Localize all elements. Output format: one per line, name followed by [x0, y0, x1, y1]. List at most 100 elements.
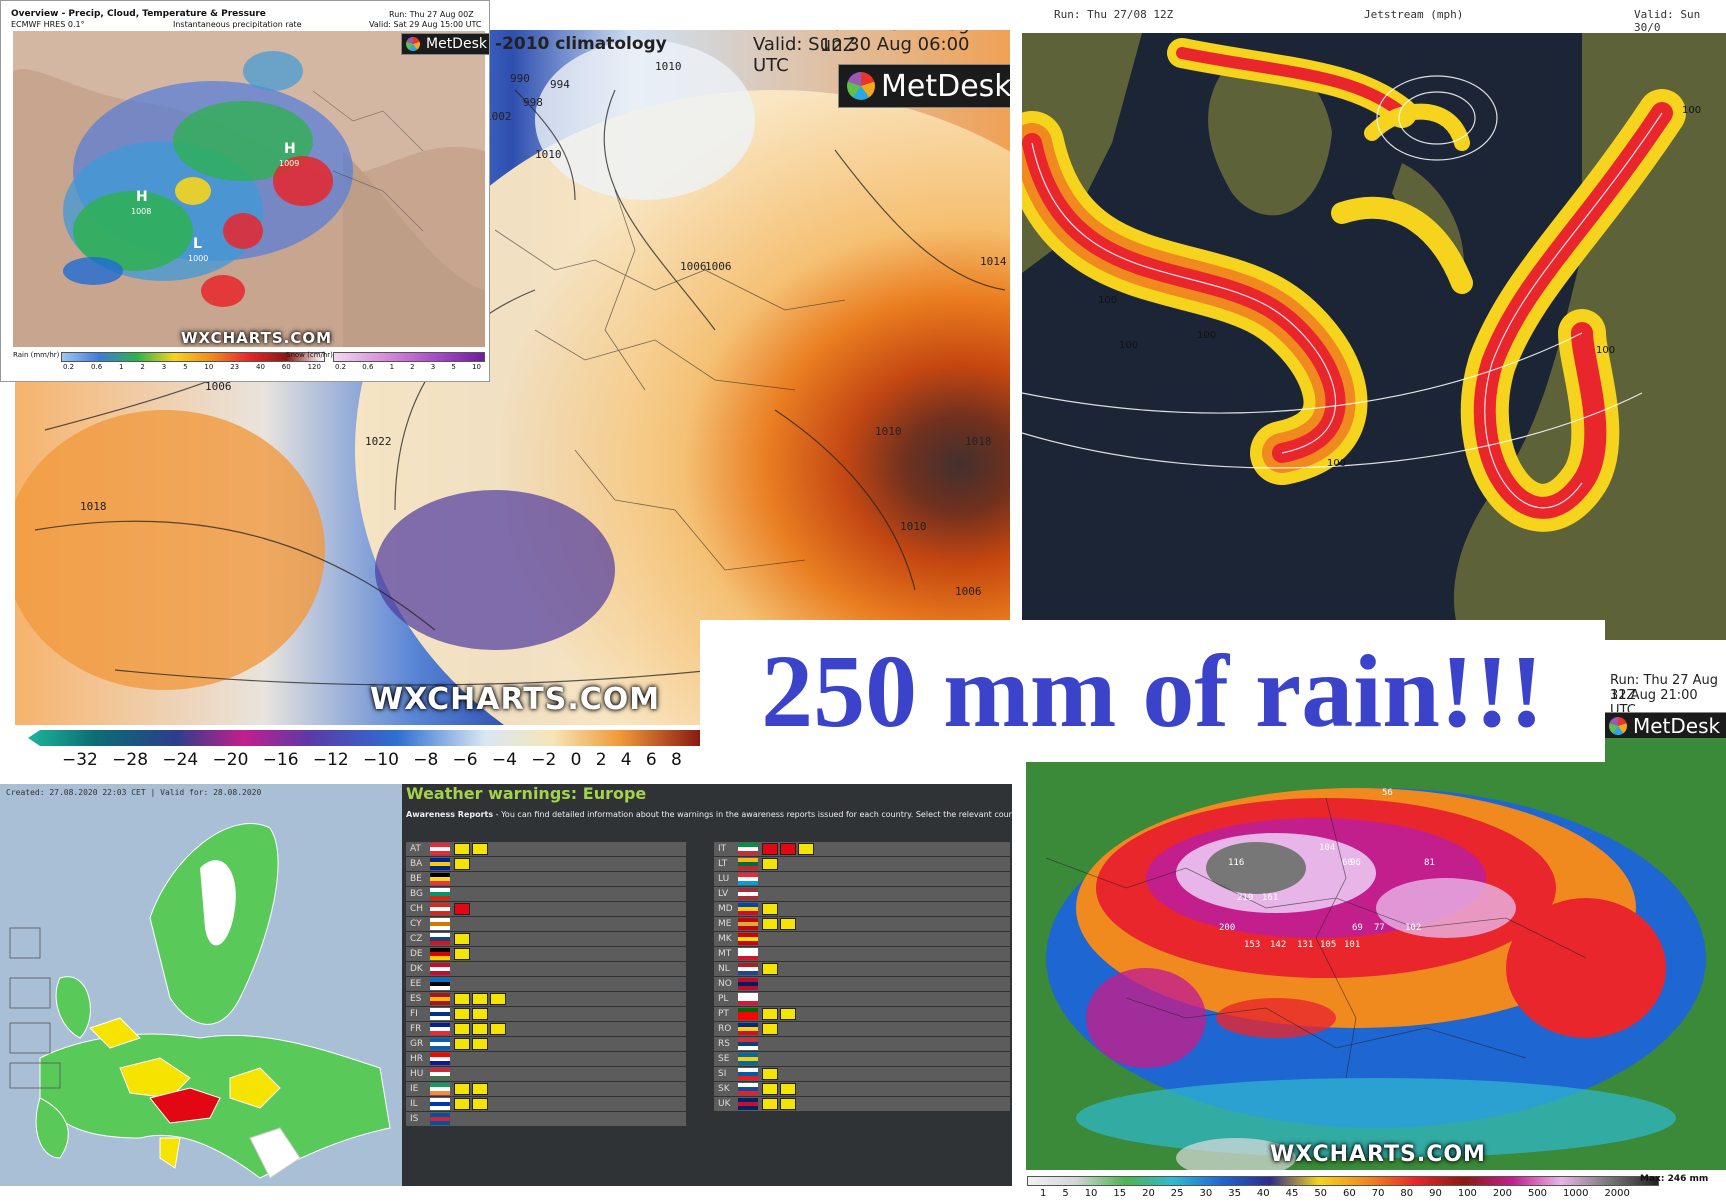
warning-badge-icon[interactable]	[780, 1097, 796, 1110]
warning-row-pt[interactable]: PT	[714, 1007, 1010, 1022]
warning-row-nl[interactable]: NL	[714, 962, 1010, 977]
warning-badge-icon[interactable]	[762, 1022, 778, 1035]
rain-scale-tick: 100	[1457, 1188, 1477, 1199]
country-flag-icon	[738, 857, 758, 870]
warning-badge-icon[interactable]	[454, 842, 470, 855]
warning-row-uk[interactable]: UK	[714, 1097, 1010, 1112]
warning-badge-icon[interactable]	[798, 842, 814, 855]
warning-row-si[interactable]: SI	[714, 1067, 1010, 1082]
isobar-label-g: 1010	[875, 425, 902, 438]
rain-scale-tick: 1000	[1563, 1188, 1589, 1199]
warning-badge-icon[interactable]	[762, 1097, 778, 1110]
country-code: HU	[410, 1069, 424, 1079]
warning-row-cz[interactable]: CZ	[406, 932, 686, 947]
warning-badge-icon[interactable]	[780, 842, 796, 855]
precip-title: Overview - Precip, Cloud, Temperature & …	[11, 9, 266, 19]
warning-row-il[interactable]: IL	[406, 1097, 686, 1112]
warning-badge-icon[interactable]	[472, 1037, 488, 1050]
rain-tick: 60	[281, 363, 291, 371]
warning-badge-icon[interactable]	[454, 857, 470, 870]
warning-row-fr[interactable]: FR	[406, 1022, 686, 1037]
warning-badge-icon[interactable]	[472, 992, 488, 1005]
warning-badge-icon[interactable]	[454, 1037, 470, 1050]
warning-badge-icon[interactable]	[490, 1022, 506, 1035]
warning-row-ie[interactable]: IE	[406, 1082, 686, 1097]
warning-row-mk[interactable]: MK	[714, 932, 1010, 947]
warning-row-hu[interactable]: HU	[406, 1067, 686, 1082]
warning-badge-icon[interactable]	[472, 1007, 488, 1020]
warning-row-ch[interactable]: CH	[406, 902, 686, 917]
country-flag-icon	[430, 872, 450, 885]
warning-row-at[interactable]: AT	[406, 842, 686, 857]
warning-badge-icon[interactable]	[454, 1007, 470, 1020]
warning-badge-icon[interactable]	[780, 1007, 796, 1020]
warning-badge-icon[interactable]	[762, 1067, 778, 1080]
isobar-label-m: 1022	[365, 435, 392, 448]
warning-badge-icon[interactable]	[454, 902, 470, 915]
warning-row-cy[interactable]: CY	[406, 917, 686, 932]
warning-badge-icon[interactable]	[454, 992, 470, 1005]
warning-badge-icon[interactable]	[454, 1022, 470, 1035]
warning-row-sk[interactable]: SK	[714, 1082, 1010, 1097]
country-flag-icon	[430, 857, 450, 870]
rain-tick: 10	[204, 363, 214, 371]
warning-badge-icon[interactable]	[454, 932, 470, 945]
warning-row-gr[interactable]: GR	[406, 1037, 686, 1052]
rain-tick: 120	[307, 363, 321, 371]
rain-total-field	[1026, 738, 1726, 1170]
warning-row-fi[interactable]: FI	[406, 1007, 686, 1022]
warning-badge-icon[interactable]	[762, 842, 778, 855]
warning-badge-icon[interactable]	[454, 1097, 470, 1110]
warnings-created: Created: 27.08.2020 22:03 CET | Valid fo…	[6, 788, 262, 797]
warning-badge-icon[interactable]	[780, 1082, 796, 1095]
warning-badge-icon[interactable]	[472, 842, 488, 855]
warning-row-is[interactable]: IS	[406, 1112, 686, 1127]
warning-badge-icon[interactable]	[490, 992, 506, 1005]
warning-row-lt[interactable]: LT	[714, 857, 1010, 872]
warning-row-de[interactable]: DE	[406, 947, 686, 962]
warning-badge-icon[interactable]	[762, 1082, 778, 1095]
warning-row-rs[interactable]: RS	[714, 1037, 1010, 1052]
warning-row-se[interactable]: SE	[714, 1052, 1010, 1067]
jet-speed-label-2: 100	[1197, 330, 1217, 341]
warning-row-me[interactable]: ME	[714, 917, 1010, 932]
warning-row-no[interactable]: NO	[714, 977, 1010, 992]
country-flag-icon	[430, 902, 450, 915]
warning-row-md[interactable]: MD	[714, 902, 1010, 917]
warning-badge-icon[interactable]	[762, 962, 778, 975]
warning-row-it[interactable]: IT	[714, 842, 1010, 857]
warning-badge-icon[interactable]	[762, 1007, 778, 1020]
warning-badge-icon[interactable]	[762, 917, 778, 930]
warning-badge-icon[interactable]	[780, 917, 796, 930]
warning-row-ba[interactable]: BA	[406, 857, 686, 872]
warning-badge-icon[interactable]	[472, 1097, 488, 1110]
rain-value-2: 104	[1319, 843, 1336, 853]
country-flag-icon	[430, 1037, 450, 1050]
warning-row-lv[interactable]: LV	[714, 887, 1010, 902]
warning-badge-icon[interactable]	[472, 1022, 488, 1035]
warning-row-es[interactable]: ES	[406, 992, 686, 1007]
warning-row-mt[interactable]: MT	[714, 947, 1010, 962]
rain-scale-tick: 30	[1199, 1188, 1213, 1199]
warning-row-bg[interactable]: BG	[406, 887, 686, 902]
anomaly-title: -2010 climatology	[495, 34, 667, 54]
warning-row-dk[interactable]: DK	[406, 962, 686, 977]
rain-scale-tick: 50	[1314, 1188, 1328, 1199]
warning-row-ro[interactable]: RO	[714, 1022, 1010, 1037]
warning-row-pl[interactable]: PL	[714, 992, 1010, 1007]
isobar-label-h: 1006	[680, 260, 707, 273]
warning-badge-icon[interactable]	[454, 947, 470, 960]
warning-badge-icon[interactable]	[762, 857, 778, 870]
warning-row-hr[interactable]: HR	[406, 1052, 686, 1067]
warning-badge-icon[interactable]	[454, 1082, 470, 1095]
warning-badge-icon[interactable]	[762, 902, 778, 915]
rain-value-3: 219	[1237, 893, 1254, 903]
warning-row-ee[interactable]: EE	[406, 977, 686, 992]
isobar-label-i: 1010	[655, 60, 682, 73]
rain-legend-bar	[61, 352, 325, 362]
warning-row-lu[interactable]: LU	[714, 872, 1010, 887]
warning-badge-icon[interactable]	[472, 1082, 488, 1095]
country-code: MK	[718, 934, 732, 944]
warning-row-be[interactable]: BE	[406, 872, 686, 887]
isobar-label-d: 1002	[485, 110, 512, 123]
